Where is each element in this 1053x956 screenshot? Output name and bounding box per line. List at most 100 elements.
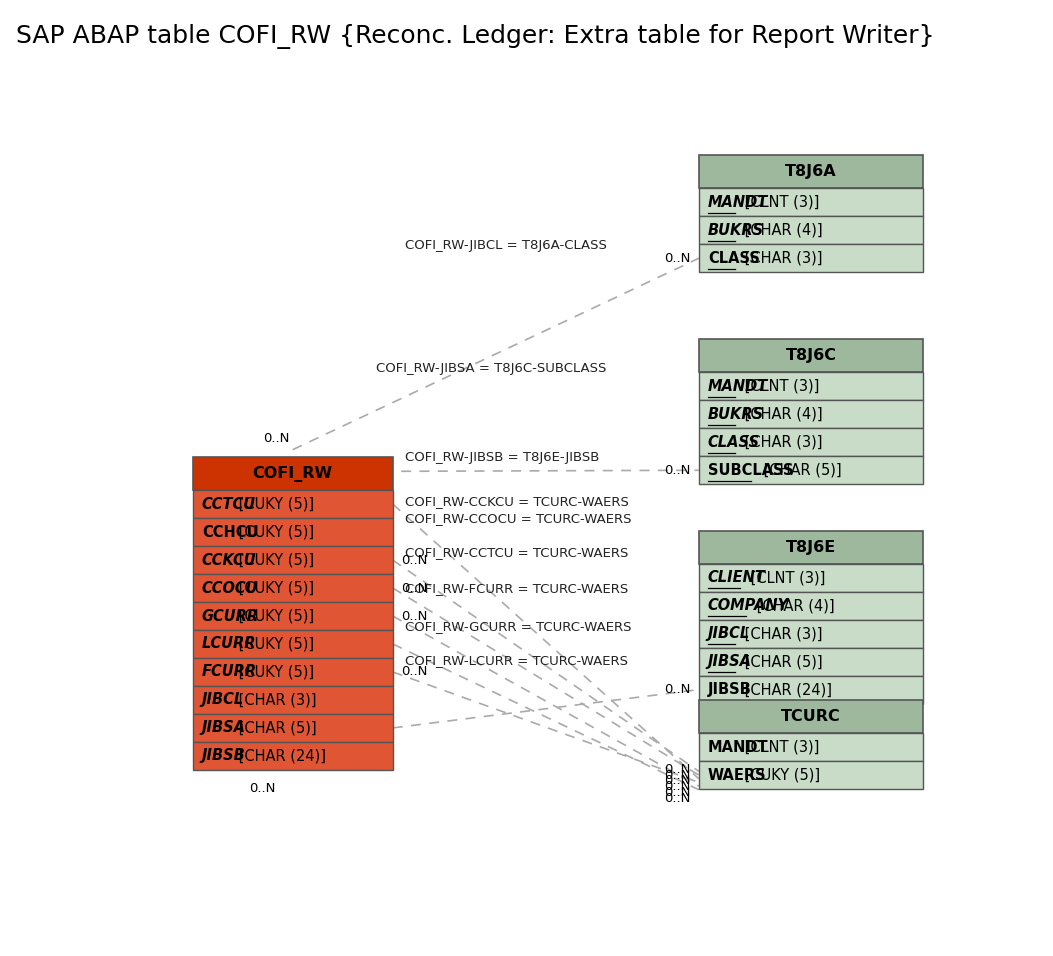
Bar bbox=[699, 188, 923, 216]
Bar bbox=[699, 155, 923, 188]
Text: 0..N: 0..N bbox=[664, 464, 691, 477]
Bar bbox=[699, 216, 923, 245]
Text: MANDT: MANDT bbox=[708, 195, 768, 209]
Text: 0..N: 0..N bbox=[664, 786, 691, 799]
Text: COFI_RW-JIBSA = T8J6C-SUBCLASS: COFI_RW-JIBSA = T8J6C-SUBCLASS bbox=[377, 362, 607, 375]
Text: [CLNT (3)]: [CLNT (3)] bbox=[739, 379, 819, 394]
Text: COFI_RW-LCURR = TCURC-WAERS: COFI_RW-LCURR = TCURC-WAERS bbox=[405, 655, 628, 667]
Text: T8J6C: T8J6C bbox=[786, 348, 836, 363]
Text: [CHAR (3)]: [CHAR (3)] bbox=[739, 626, 822, 641]
Bar bbox=[699, 619, 923, 647]
Text: [CHAR (24)]: [CHAR (24)] bbox=[234, 749, 325, 764]
Text: CCOCU: CCOCU bbox=[202, 580, 258, 596]
Text: JIBSA: JIBSA bbox=[202, 721, 245, 735]
Text: 0..N: 0..N bbox=[664, 780, 691, 793]
Text: MANDT: MANDT bbox=[708, 379, 768, 394]
Text: T8J6A: T8J6A bbox=[786, 164, 837, 180]
Text: COFI_RW-CCOCU = TCURC-WAERS: COFI_RW-CCOCU = TCURC-WAERS bbox=[405, 511, 632, 525]
Text: SUBCLASS: SUBCLASS bbox=[708, 463, 793, 478]
Text: [CLNT (3)]: [CLNT (3)] bbox=[739, 740, 819, 754]
Bar bbox=[193, 714, 393, 742]
Bar bbox=[699, 564, 923, 592]
Text: JIBCL: JIBCL bbox=[202, 692, 244, 707]
Text: COFI_RW-JIBSB = T8J6E-JIBSB: COFI_RW-JIBSB = T8J6E-JIBSB bbox=[405, 451, 599, 465]
Text: MANDT: MANDT bbox=[708, 740, 769, 754]
Text: TCURC: TCURC bbox=[781, 709, 841, 724]
Bar bbox=[699, 676, 923, 704]
Text: COFI_RW-FCURR = TCURC-WAERS: COFI_RW-FCURR = TCURC-WAERS bbox=[405, 582, 629, 596]
Text: [CHAR (3)]: [CHAR (3)] bbox=[234, 692, 316, 707]
Text: [CUKY (5)]: [CUKY (5)] bbox=[234, 609, 314, 623]
Bar bbox=[699, 339, 923, 373]
Text: GCURR: GCURR bbox=[202, 609, 259, 623]
Bar bbox=[699, 373, 923, 401]
Text: CCTCU: CCTCU bbox=[202, 496, 256, 511]
Text: COMPANY: COMPANY bbox=[708, 598, 789, 613]
Text: 0..N: 0..N bbox=[664, 769, 691, 781]
Text: 0..N: 0..N bbox=[664, 793, 691, 805]
Text: 0..N: 0..N bbox=[664, 251, 691, 265]
Bar bbox=[699, 647, 923, 676]
Text: [CUKY (5)]: [CUKY (5)] bbox=[234, 525, 314, 539]
Text: CCHCU: CCHCU bbox=[202, 525, 258, 539]
Text: SAP ABAP table COFI_RW {Reconc. Ledger: Extra table for Report Writer}: SAP ABAP table COFI_RW {Reconc. Ledger: … bbox=[16, 24, 934, 49]
Text: BUKRS: BUKRS bbox=[708, 223, 763, 238]
Text: COFI_RW-CCKCU = TCURC-WAERS: COFI_RW-CCKCU = TCURC-WAERS bbox=[405, 495, 629, 509]
Text: JIBCL: JIBCL bbox=[708, 626, 750, 641]
Text: CLASS: CLASS bbox=[708, 435, 760, 449]
Text: 0..N: 0..N bbox=[664, 774, 691, 788]
Text: [CHAR (3)]: [CHAR (3)] bbox=[739, 435, 822, 449]
Text: [CHAR (4)]: [CHAR (4)] bbox=[739, 223, 822, 238]
Text: 0..N: 0..N bbox=[401, 554, 428, 567]
Text: T8J6E: T8J6E bbox=[786, 540, 836, 554]
Text: [CHAR (5)]: [CHAR (5)] bbox=[234, 721, 316, 735]
Text: CLASS: CLASS bbox=[708, 250, 759, 266]
Text: [CUKY (5)]: [CUKY (5)] bbox=[739, 768, 819, 783]
Bar bbox=[699, 401, 923, 428]
Text: 0..N: 0..N bbox=[401, 610, 428, 622]
Text: 0..N: 0..N bbox=[250, 782, 276, 794]
Text: [CHAR (5)]: [CHAR (5)] bbox=[739, 654, 822, 669]
Text: COFI_RW-JIBCL = T8J6A-CLASS: COFI_RW-JIBCL = T8J6A-CLASS bbox=[405, 239, 607, 252]
Bar bbox=[193, 518, 393, 546]
Text: CCKCU: CCKCU bbox=[202, 553, 257, 568]
Text: 0..N: 0..N bbox=[401, 665, 428, 679]
Bar bbox=[699, 761, 923, 789]
Text: 0..N: 0..N bbox=[401, 581, 428, 595]
Text: 0..N: 0..N bbox=[263, 432, 290, 445]
Bar bbox=[699, 456, 923, 485]
Bar bbox=[699, 733, 923, 761]
Text: JIBSB: JIBSB bbox=[708, 683, 752, 697]
Text: [CUKY (5)]: [CUKY (5)] bbox=[234, 637, 314, 651]
Bar bbox=[193, 742, 393, 770]
Bar bbox=[193, 686, 393, 714]
Text: 0..N: 0..N bbox=[664, 684, 691, 696]
Bar bbox=[193, 574, 393, 602]
Text: [CLNT (3)]: [CLNT (3)] bbox=[746, 570, 826, 585]
Text: BUKRS: BUKRS bbox=[708, 407, 763, 422]
Text: [CLNT (3)]: [CLNT (3)] bbox=[739, 195, 819, 209]
Bar bbox=[699, 245, 923, 272]
Text: [CHAR (3)]: [CHAR (3)] bbox=[739, 250, 822, 266]
Bar bbox=[193, 546, 393, 574]
Text: 0..N: 0..N bbox=[664, 763, 691, 775]
Bar bbox=[699, 592, 923, 619]
Text: FCURR: FCURR bbox=[202, 664, 257, 680]
Text: [CHAR (4)]: [CHAR (4)] bbox=[739, 407, 822, 422]
Text: JIBSB: JIBSB bbox=[202, 749, 245, 764]
Text: [CHAR (4)]: [CHAR (4)] bbox=[752, 598, 835, 613]
Text: [CUKY (5)]: [CUKY (5)] bbox=[234, 580, 314, 596]
Text: WAERS: WAERS bbox=[708, 768, 767, 783]
Text: LCURR: LCURR bbox=[202, 637, 256, 651]
Text: [CHAR (24)]: [CHAR (24)] bbox=[739, 683, 832, 697]
Bar bbox=[193, 630, 393, 658]
Bar bbox=[193, 658, 393, 686]
Text: [CUKY (5)]: [CUKY (5)] bbox=[234, 553, 314, 568]
Bar bbox=[699, 428, 923, 456]
Bar bbox=[193, 602, 393, 630]
Text: COFI_RW-GCURR = TCURC-WAERS: COFI_RW-GCURR = TCURC-WAERS bbox=[405, 619, 632, 633]
Bar bbox=[699, 700, 923, 733]
Text: [CHAR (5)]: [CHAR (5)] bbox=[759, 463, 841, 478]
Text: JIBSA: JIBSA bbox=[708, 654, 752, 669]
Text: [CUKY (5)]: [CUKY (5)] bbox=[234, 664, 314, 680]
